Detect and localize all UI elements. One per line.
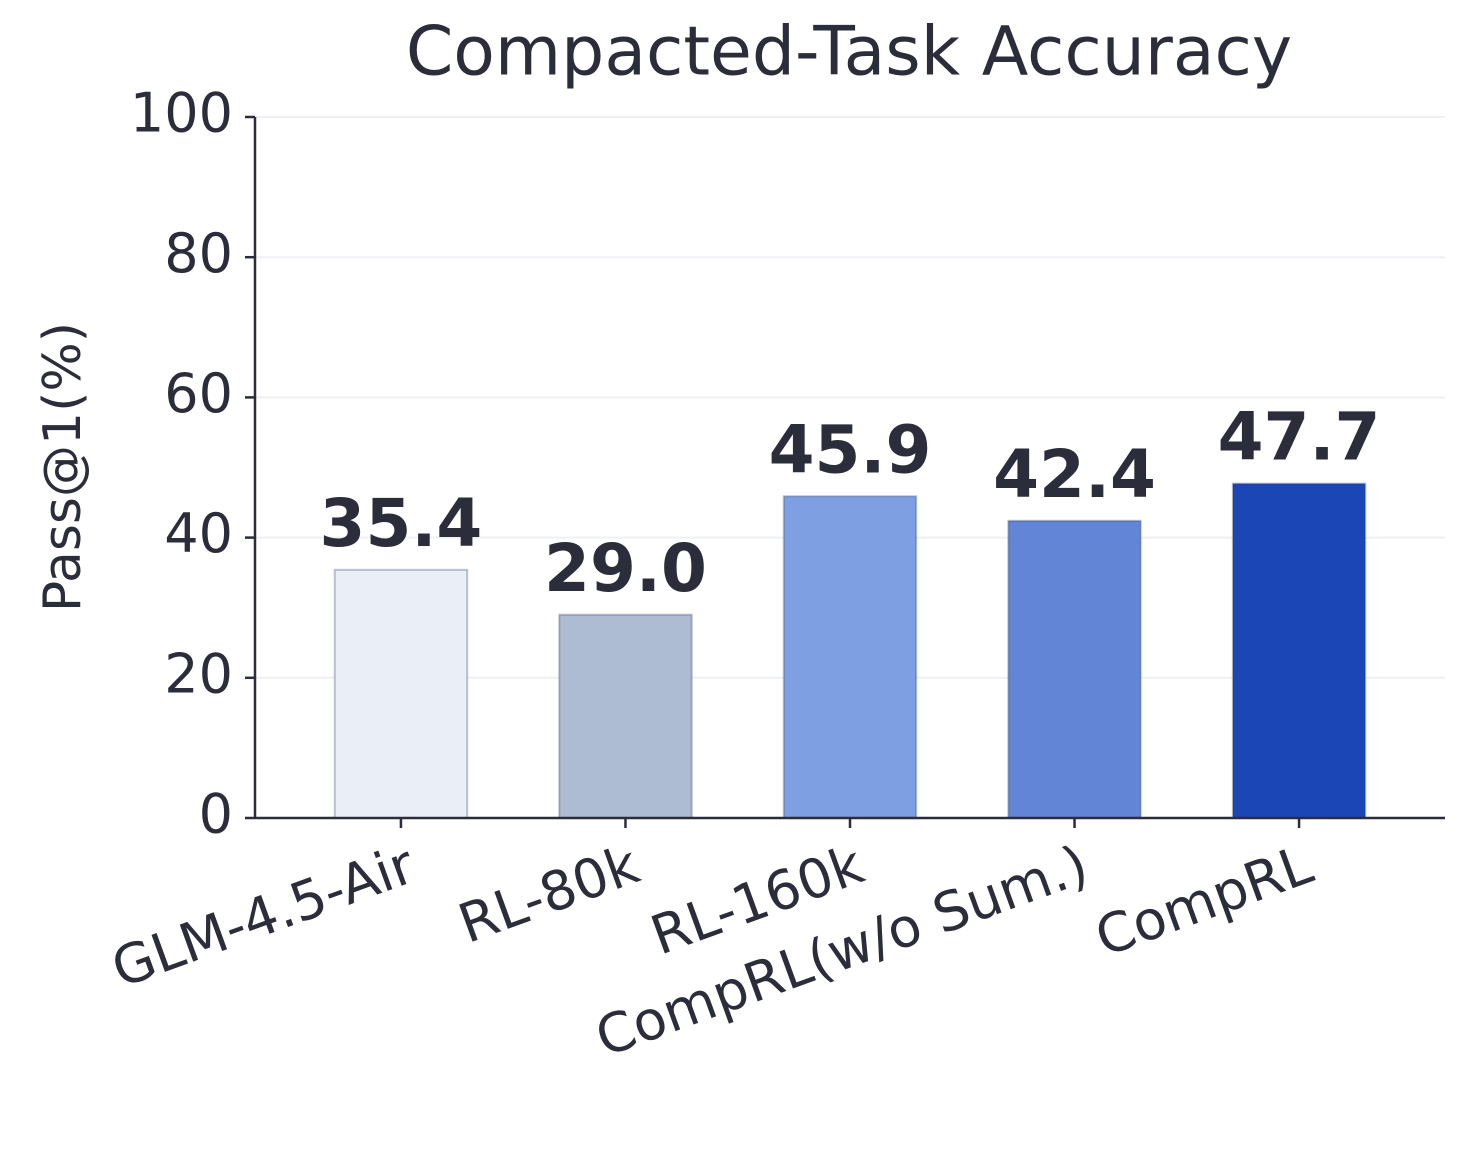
value-label: 45.9 [769, 411, 932, 488]
x-tick-label: CompRL [1087, 833, 1320, 969]
x-tick-label: RL-80k [450, 833, 647, 956]
chart-title: Compacted-Task Accuracy [406, 13, 1292, 92]
bar [333, 568, 469, 820]
y-tick-label: 40 [164, 502, 233, 565]
y-axis-label: Pass@1(%) [33, 322, 93, 612]
y-tick-label: 60 [164, 362, 233, 425]
x-tick-label: GLM-4.5-Air [104, 833, 424, 1001]
y-tick-label: 80 [164, 222, 233, 285]
value-label: 29.0 [544, 530, 707, 607]
y-tick-label: 0 [199, 783, 233, 846]
value-label: 35.4 [320, 485, 483, 562]
bar [1007, 519, 1142, 819]
y-tick-label: 100 [130, 82, 233, 145]
bar [1231, 482, 1367, 819]
value-label: 42.4 [993, 436, 1156, 513]
bar [782, 495, 918, 819]
y-tick-label: 20 [164, 642, 233, 705]
bar [558, 613, 693, 820]
value-label: 47.7 [1218, 399, 1381, 476]
